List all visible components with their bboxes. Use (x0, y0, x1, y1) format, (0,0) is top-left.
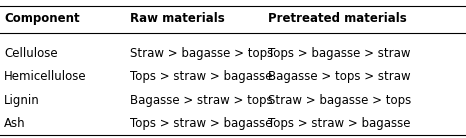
Text: Cellulose: Cellulose (4, 47, 58, 60)
Text: Raw materials: Raw materials (130, 12, 225, 25)
Text: Bagasse > straw > tops: Bagasse > straw > tops (130, 94, 273, 107)
Text: Ash: Ash (4, 117, 26, 130)
Text: Tops > bagasse > straw: Tops > bagasse > straw (268, 47, 411, 60)
Text: Straw > bagasse > tops: Straw > bagasse > tops (130, 47, 273, 60)
Text: Bagasse > tops > straw: Bagasse > tops > straw (268, 70, 411, 83)
Text: Hemicellulose: Hemicellulose (4, 70, 87, 83)
Text: Tops > straw > bagasse: Tops > straw > bagasse (130, 70, 273, 83)
Text: Tops > straw > bagasse: Tops > straw > bagasse (130, 117, 273, 130)
Text: Lignin: Lignin (4, 94, 40, 107)
Text: Straw > bagasse > tops: Straw > bagasse > tops (268, 94, 411, 107)
Text: Component: Component (4, 12, 80, 25)
Text: Tops > straw > bagasse: Tops > straw > bagasse (268, 117, 411, 130)
Text: Pretreated materials: Pretreated materials (268, 12, 407, 25)
